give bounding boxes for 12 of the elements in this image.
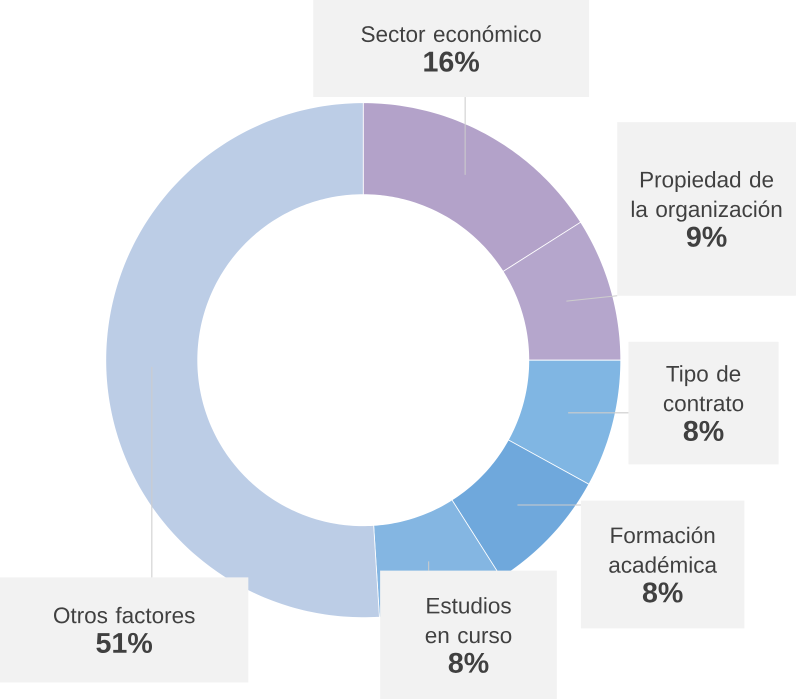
slice-label: Propiedad de la organización (632, 170, 782, 222)
slice-label: Formación académica (609, 526, 717, 573)
slice-label: Sector económico (362, 25, 541, 42)
data-label: 51% (96, 632, 152, 653)
slice-label: Estudios en curso (426, 596, 512, 644)
slice-label: Otros factores (54, 606, 195, 624)
data-label: 8% (642, 582, 683, 602)
data-label: 16% (424, 51, 479, 72)
slice-label: Tipo de contrato (664, 364, 744, 412)
data-label: 8% (448, 652, 488, 673)
data-label: 9% (686, 226, 727, 247)
data-label: 8% (684, 420, 724, 441)
